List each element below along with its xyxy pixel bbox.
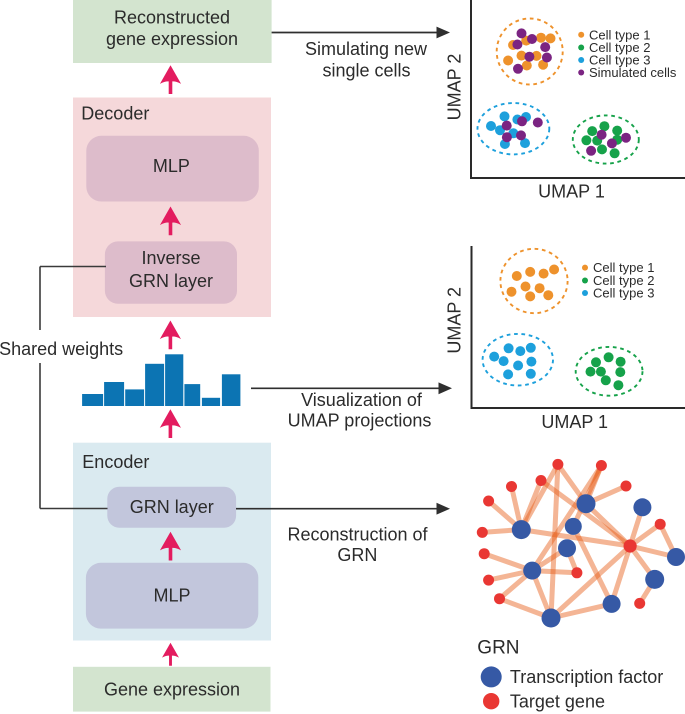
svg-text:single cells: single cells — [322, 60, 410, 80]
svg-text:Cell type 1: Cell type 1 — [589, 27, 650, 42]
svg-text:Reconstructed: Reconstructed — [114, 8, 230, 28]
svg-text:Inverse: Inverse — [141, 248, 200, 268]
svg-text:UMAP 1: UMAP 1 — [538, 182, 605, 202]
svg-text:UMAP projections: UMAP projections — [288, 410, 432, 430]
svg-text:Encoder: Encoder — [82, 452, 149, 472]
svg-text:Target gene: Target gene — [510, 692, 605, 712]
svg-text:GRN: GRN — [337, 545, 377, 565]
svg-text:Reconstruction of: Reconstruction of — [287, 525, 428, 545]
svg-text:Gene expression: Gene expression — [104, 679, 240, 699]
svg-text:Cell type 1: Cell type 1 — [593, 260, 654, 275]
svg-text:UMAP 2: UMAP 2 — [445, 287, 465, 354]
svg-text:MLP: MLP — [153, 156, 190, 176]
svg-text:Cell type 2: Cell type 2 — [593, 273, 654, 288]
svg-text:Cell type 3: Cell type 3 — [589, 53, 650, 68]
svg-text:Transcription factor: Transcription factor — [510, 667, 663, 687]
svg-text:GRN layer: GRN layer — [130, 497, 214, 517]
svg-text:Decoder: Decoder — [81, 104, 149, 124]
svg-text:Simulating new: Simulating new — [305, 39, 428, 59]
svg-text:UMAP 2: UMAP 2 — [445, 54, 465, 121]
svg-text:gene expression: gene expression — [106, 29, 238, 49]
svg-text:GRN: GRN — [477, 637, 519, 658]
svg-text:GRN layer: GRN layer — [129, 271, 213, 291]
svg-text:MLP: MLP — [153, 586, 190, 606]
svg-text:UMAP 1: UMAP 1 — [541, 412, 608, 432]
svg-text:Cell type 2: Cell type 2 — [589, 40, 650, 55]
svg-text:Visualization of: Visualization of — [301, 390, 423, 410]
svg-text:Shared weights: Shared weights — [0, 339, 123, 359]
svg-text:Simulated cells: Simulated cells — [589, 65, 677, 80]
svg-text:Cell type 3: Cell type 3 — [593, 286, 654, 301]
